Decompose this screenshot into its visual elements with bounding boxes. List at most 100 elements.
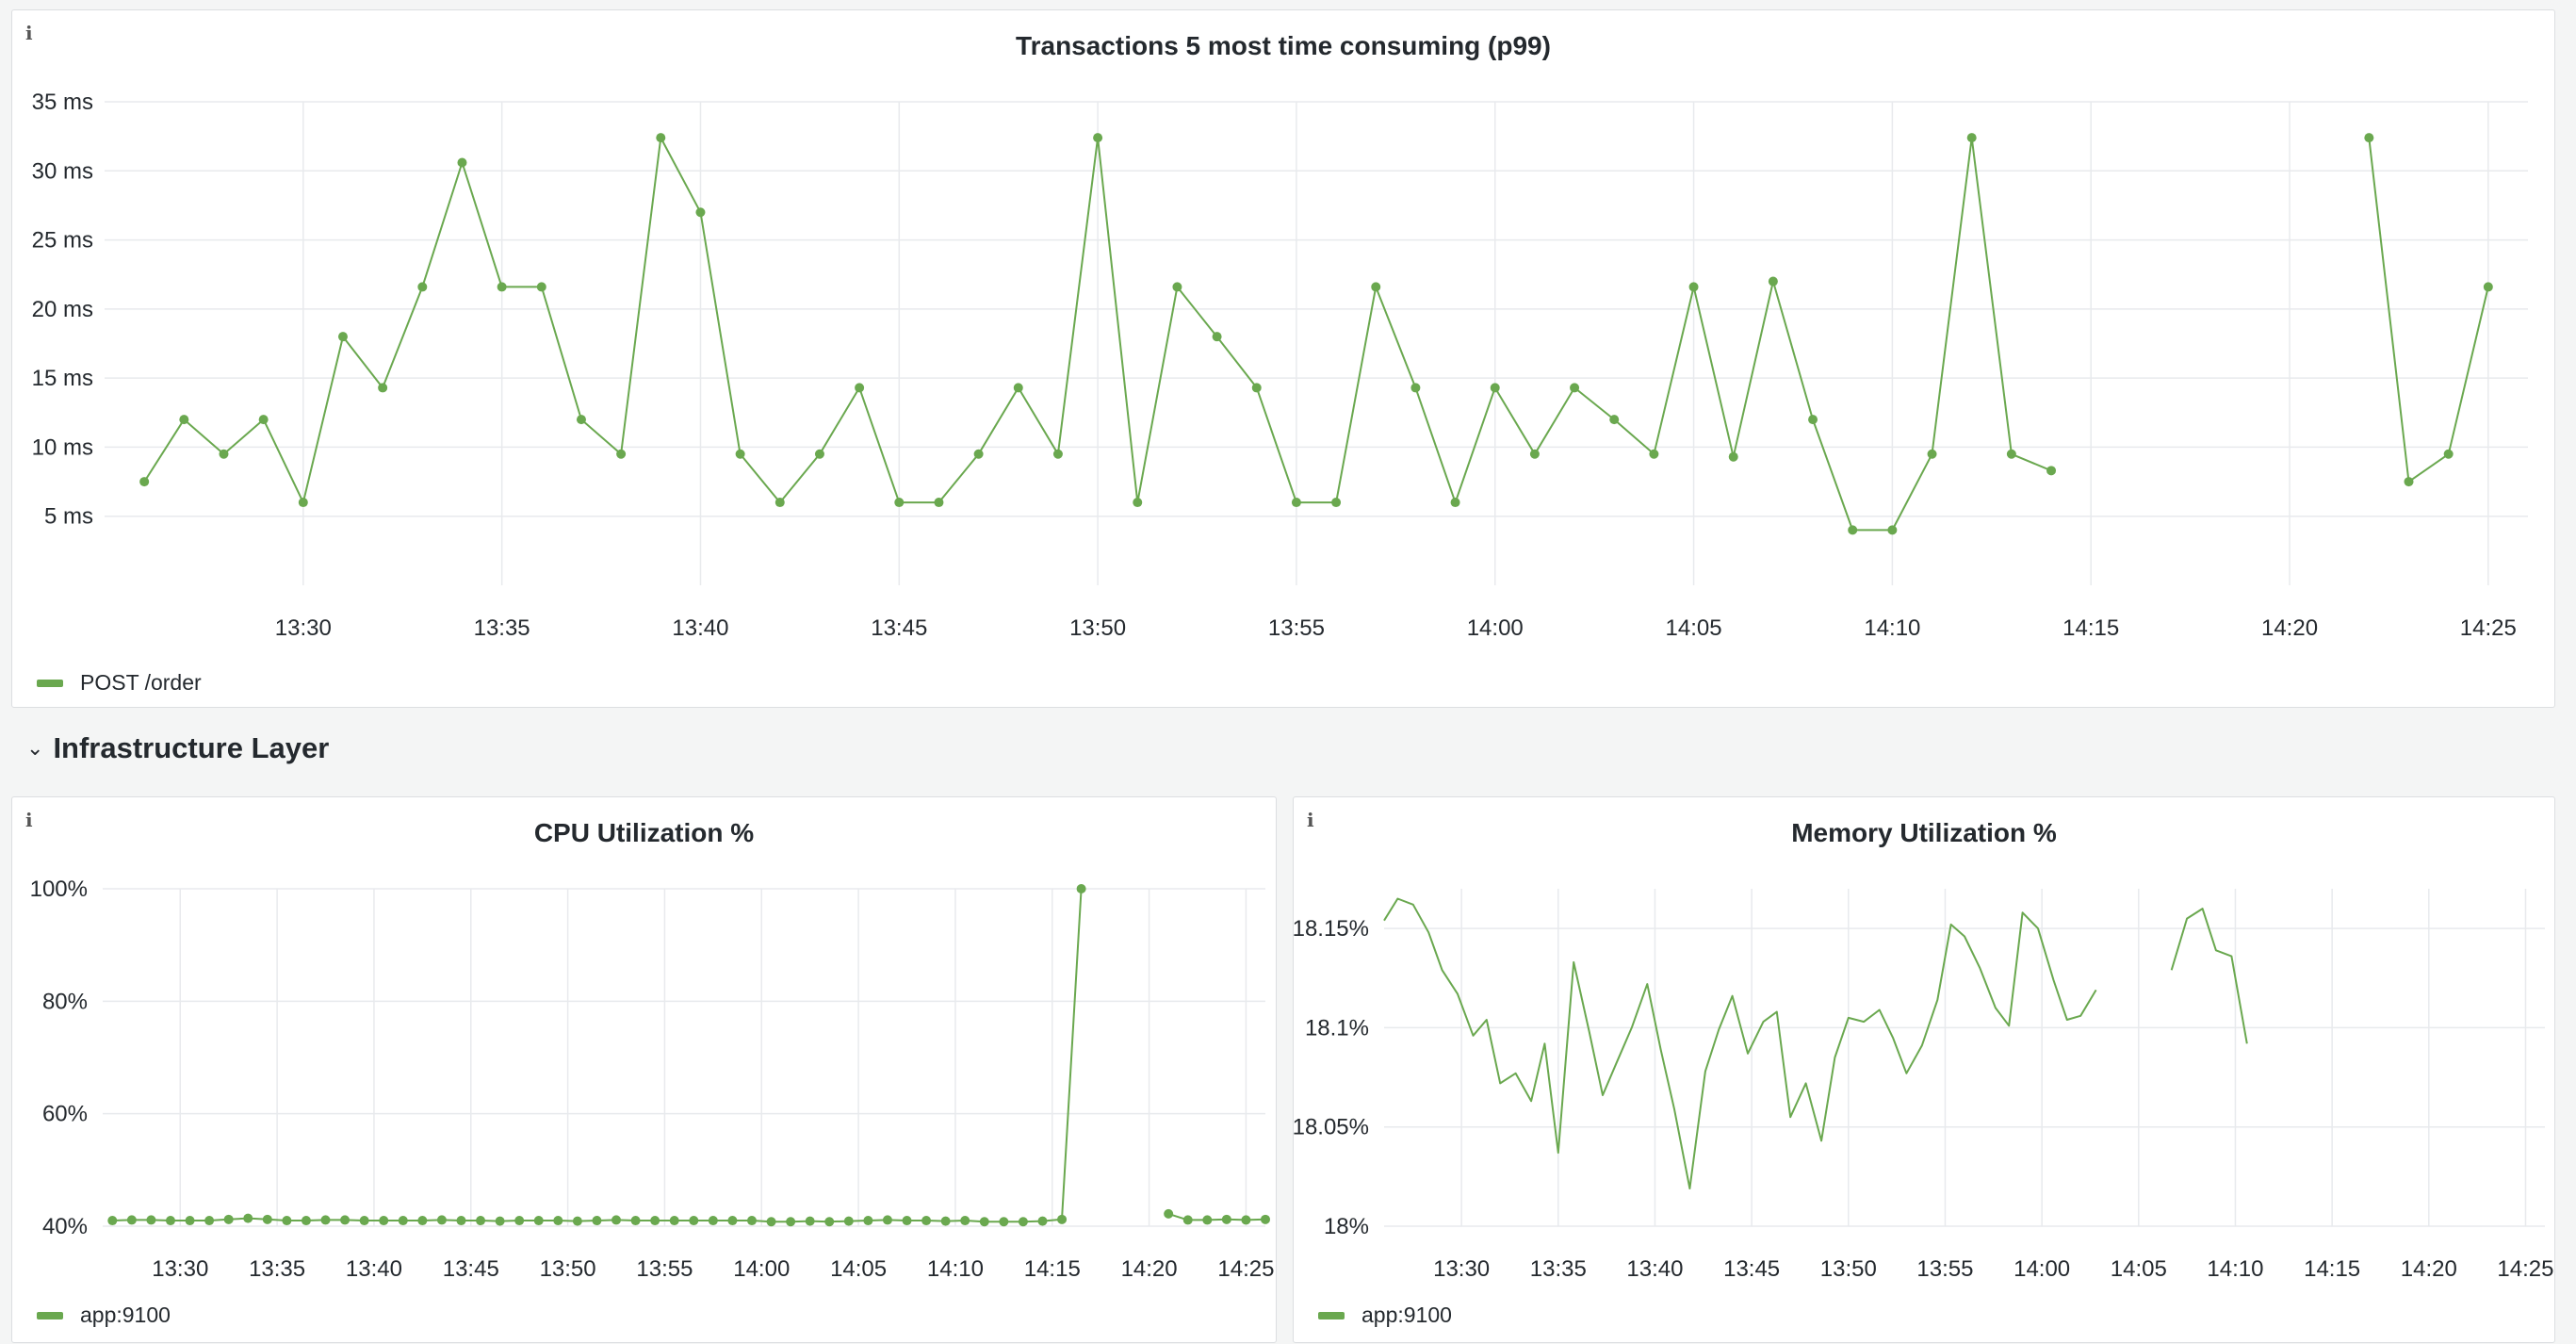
x-tick-label: 14:25 <box>2497 1256 2553 1282</box>
x-tick-label: 14:10 <box>1864 615 1920 641</box>
chevron-down-icon[interactable]: ⌄ <box>26 736 44 760</box>
data-point <box>378 383 388 393</box>
y-tick-label: 10 ms <box>32 434 93 460</box>
data-point <box>457 157 467 168</box>
x-tick-label: 14:00 <box>2014 1256 2070 1282</box>
x-tick-label: 13:30 <box>1433 1256 1490 1282</box>
data-point <box>894 498 905 508</box>
data-point <box>398 1216 408 1226</box>
data-point <box>1202 1215 1213 1225</box>
data-point <box>1172 282 1182 292</box>
legend-swatch <box>37 1311 63 1319</box>
x-tick-label: 13:35 <box>474 615 530 641</box>
data-point <box>1688 282 1699 292</box>
data-point <box>695 207 706 218</box>
data-point <box>179 415 189 425</box>
data-point <box>576 415 586 425</box>
x-tick-label: 13:55 <box>1268 615 1325 641</box>
data-point <box>514 1216 525 1226</box>
data-point <box>727 1216 738 1226</box>
data-point <box>2483 282 2493 292</box>
row-header-infrastructure[interactable]: ⌄ Infrastructure Layer <box>26 731 329 765</box>
x-tick-label: 14:15 <box>2304 1256 2360 1282</box>
data-point <box>282 1216 292 1226</box>
data-point <box>107 1216 118 1226</box>
y-tick-label: 18.1% <box>1305 1015 1369 1041</box>
data-point <box>1649 449 1659 459</box>
series-line <box>1383 897 2097 1189</box>
x-tick-label: 13:30 <box>275 615 332 641</box>
data-point <box>921 1216 932 1226</box>
data-point <box>824 1217 835 1227</box>
cpu-panel: i CPU Utilization % 40% 60% 80% 100% 13:30 13… <box>11 796 1277 1343</box>
data-point <box>855 383 865 393</box>
x-tick-label: 14:20 <box>2401 1256 2457 1282</box>
data-point <box>1490 383 1500 393</box>
x-tick-label: 14:05 <box>830 1256 887 1282</box>
y-tick-label: 80% <box>42 989 88 1014</box>
data-point <box>219 449 229 459</box>
data-point <box>1076 884 1086 893</box>
data-point <box>973 449 984 459</box>
legend-item[interactable]: app:9100 <box>37 1303 171 1328</box>
y-tick-label: 25 ms <box>32 228 93 254</box>
data-point <box>337 332 348 342</box>
series-line <box>2170 908 2248 1044</box>
x-tick-label: 13:45 <box>871 615 927 641</box>
data-point <box>611 1215 622 1225</box>
data-point <box>1966 133 1977 143</box>
data-point <box>1927 449 1937 459</box>
data-point <box>630 1216 641 1226</box>
x-tick-label: 13:35 <box>1530 1256 1587 1282</box>
data-point <box>2443 449 2454 459</box>
data-point <box>2364 133 2374 143</box>
y-tick-label: 5 ms <box>44 504 93 530</box>
legend-item[interactable]: POST /order <box>37 670 202 696</box>
x-tick-label: 13:40 <box>1626 1256 1683 1282</box>
data-point <box>2046 466 2057 476</box>
memory-chart[interactable]: 18% 18.05% 18.1% 18.15% 13:30 13:35 13:40 13:45… <box>1294 797 2556 1344</box>
y-tick-label: 30 ms <box>32 158 93 184</box>
data-point <box>843 1216 854 1226</box>
data-point <box>656 133 666 143</box>
x-tick-label: 13:30 <box>152 1256 208 1282</box>
info-icon[interactable]: i <box>25 22 33 44</box>
x-tick-label: 13:55 <box>636 1256 693 1282</box>
cpu-chart[interactable]: 40% 60% 80% 100% 13:30 13:35 13:40 13:45 13:50 13… <box>12 797 1278 1344</box>
data-point <box>650 1216 660 1226</box>
data-point <box>139 477 150 487</box>
data-point <box>2404 477 2414 487</box>
data-point <box>940 1216 951 1226</box>
x-tick-label: 13:40 <box>346 1256 402 1282</box>
info-icon[interactable]: i <box>1307 809 1314 831</box>
info-icon[interactable]: i <box>25 809 33 831</box>
data-point <box>1093 133 1103 143</box>
x-tick-label: 14:25 <box>1217 1256 1274 1282</box>
data-point <box>1221 1214 1231 1224</box>
data-point <box>1018 1217 1028 1227</box>
transactions-chart[interactable]: 5 ms 10 ms 15 ms 20 ms 25 ms 30 ms 35 ms 13:30 1… <box>12 10 2556 709</box>
data-point <box>1371 282 1381 292</box>
y-tick-label: 18.05% <box>1294 1115 1369 1140</box>
data-point <box>1887 525 1898 535</box>
transactions-panel: i Transactions 5 most time consuming (p9… <box>11 9 2555 708</box>
data-point <box>1609 415 1620 425</box>
y-tick-label: 60% <box>42 1102 88 1127</box>
data-point <box>902 1216 912 1226</box>
y-tick-label: 18% <box>1324 1214 1369 1239</box>
data-point <box>379 1216 389 1226</box>
y-tick-label: 15 ms <box>32 366 93 391</box>
data-point <box>708 1216 718 1226</box>
data-point <box>572 1216 582 1226</box>
x-tick-label: 14:05 <box>1666 615 1722 641</box>
data-point <box>1057 1214 1068 1224</box>
data-point <box>863 1216 873 1226</box>
data-point <box>146 1215 156 1225</box>
data-point <box>1164 1208 1174 1219</box>
x-tick-label: 14:15 <box>1024 1256 1081 1282</box>
legend-label: POST /order <box>80 670 202 695</box>
legend-item[interactable]: app:9100 <box>1318 1303 1452 1328</box>
x-tick-label: 14:15 <box>2062 615 2119 641</box>
data-point <box>258 415 269 425</box>
y-tick-label: 100% <box>30 877 88 902</box>
